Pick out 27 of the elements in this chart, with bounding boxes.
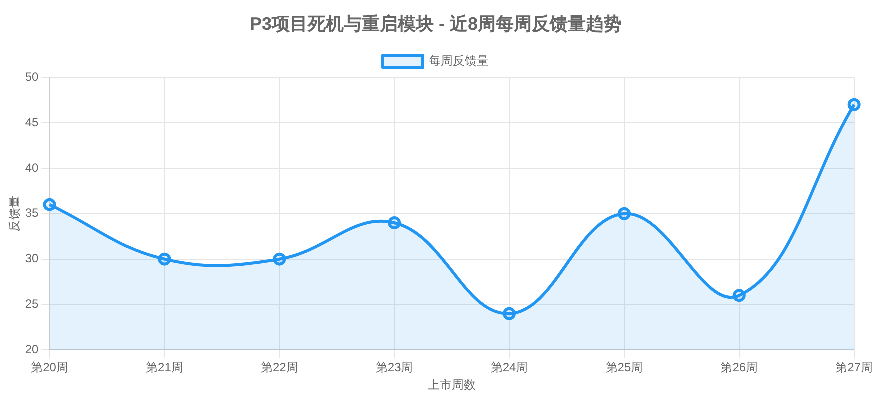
legend-label: 每周反馈量 (429, 54, 489, 68)
y-tick-label: 20 (25, 342, 40, 357)
x-axis-title: 上市周数 (428, 378, 476, 392)
y-tick-label: 35 (25, 206, 40, 220)
point (273, 252, 286, 266)
x-tick-label: 第23周 (376, 360, 414, 375)
x-tick-label: 第25周 (606, 360, 644, 375)
point (732, 289, 746, 302)
point (43, 198, 56, 212)
x-tick-label: 第26周 (720, 360, 758, 375)
x-tick-label: 第27周 (836, 360, 874, 375)
y-tick-label: 30 (25, 252, 40, 266)
x-tick-label: 第22周 (260, 360, 298, 375)
point (388, 216, 402, 230)
point (618, 207, 631, 220)
chart-title: P3项目死机与重启模块 - 近8周每周反馈量趋势 (250, 14, 622, 34)
x-tick-label: 第21周 (146, 360, 184, 375)
y-tick-label: 50 (25, 70, 40, 84)
x-tick-label: 第20周 (31, 360, 68, 375)
y-tick-label: 40 (25, 160, 40, 175)
point (158, 252, 172, 266)
point (503, 307, 516, 320)
y-tick-label: 25 (25, 297, 40, 312)
y-tick-label: 45 (25, 115, 40, 130)
y-axis-title: 反馈量 (8, 196, 22, 232)
x-tick-label: 第24周 (490, 360, 528, 375)
point (848, 98, 861, 112)
